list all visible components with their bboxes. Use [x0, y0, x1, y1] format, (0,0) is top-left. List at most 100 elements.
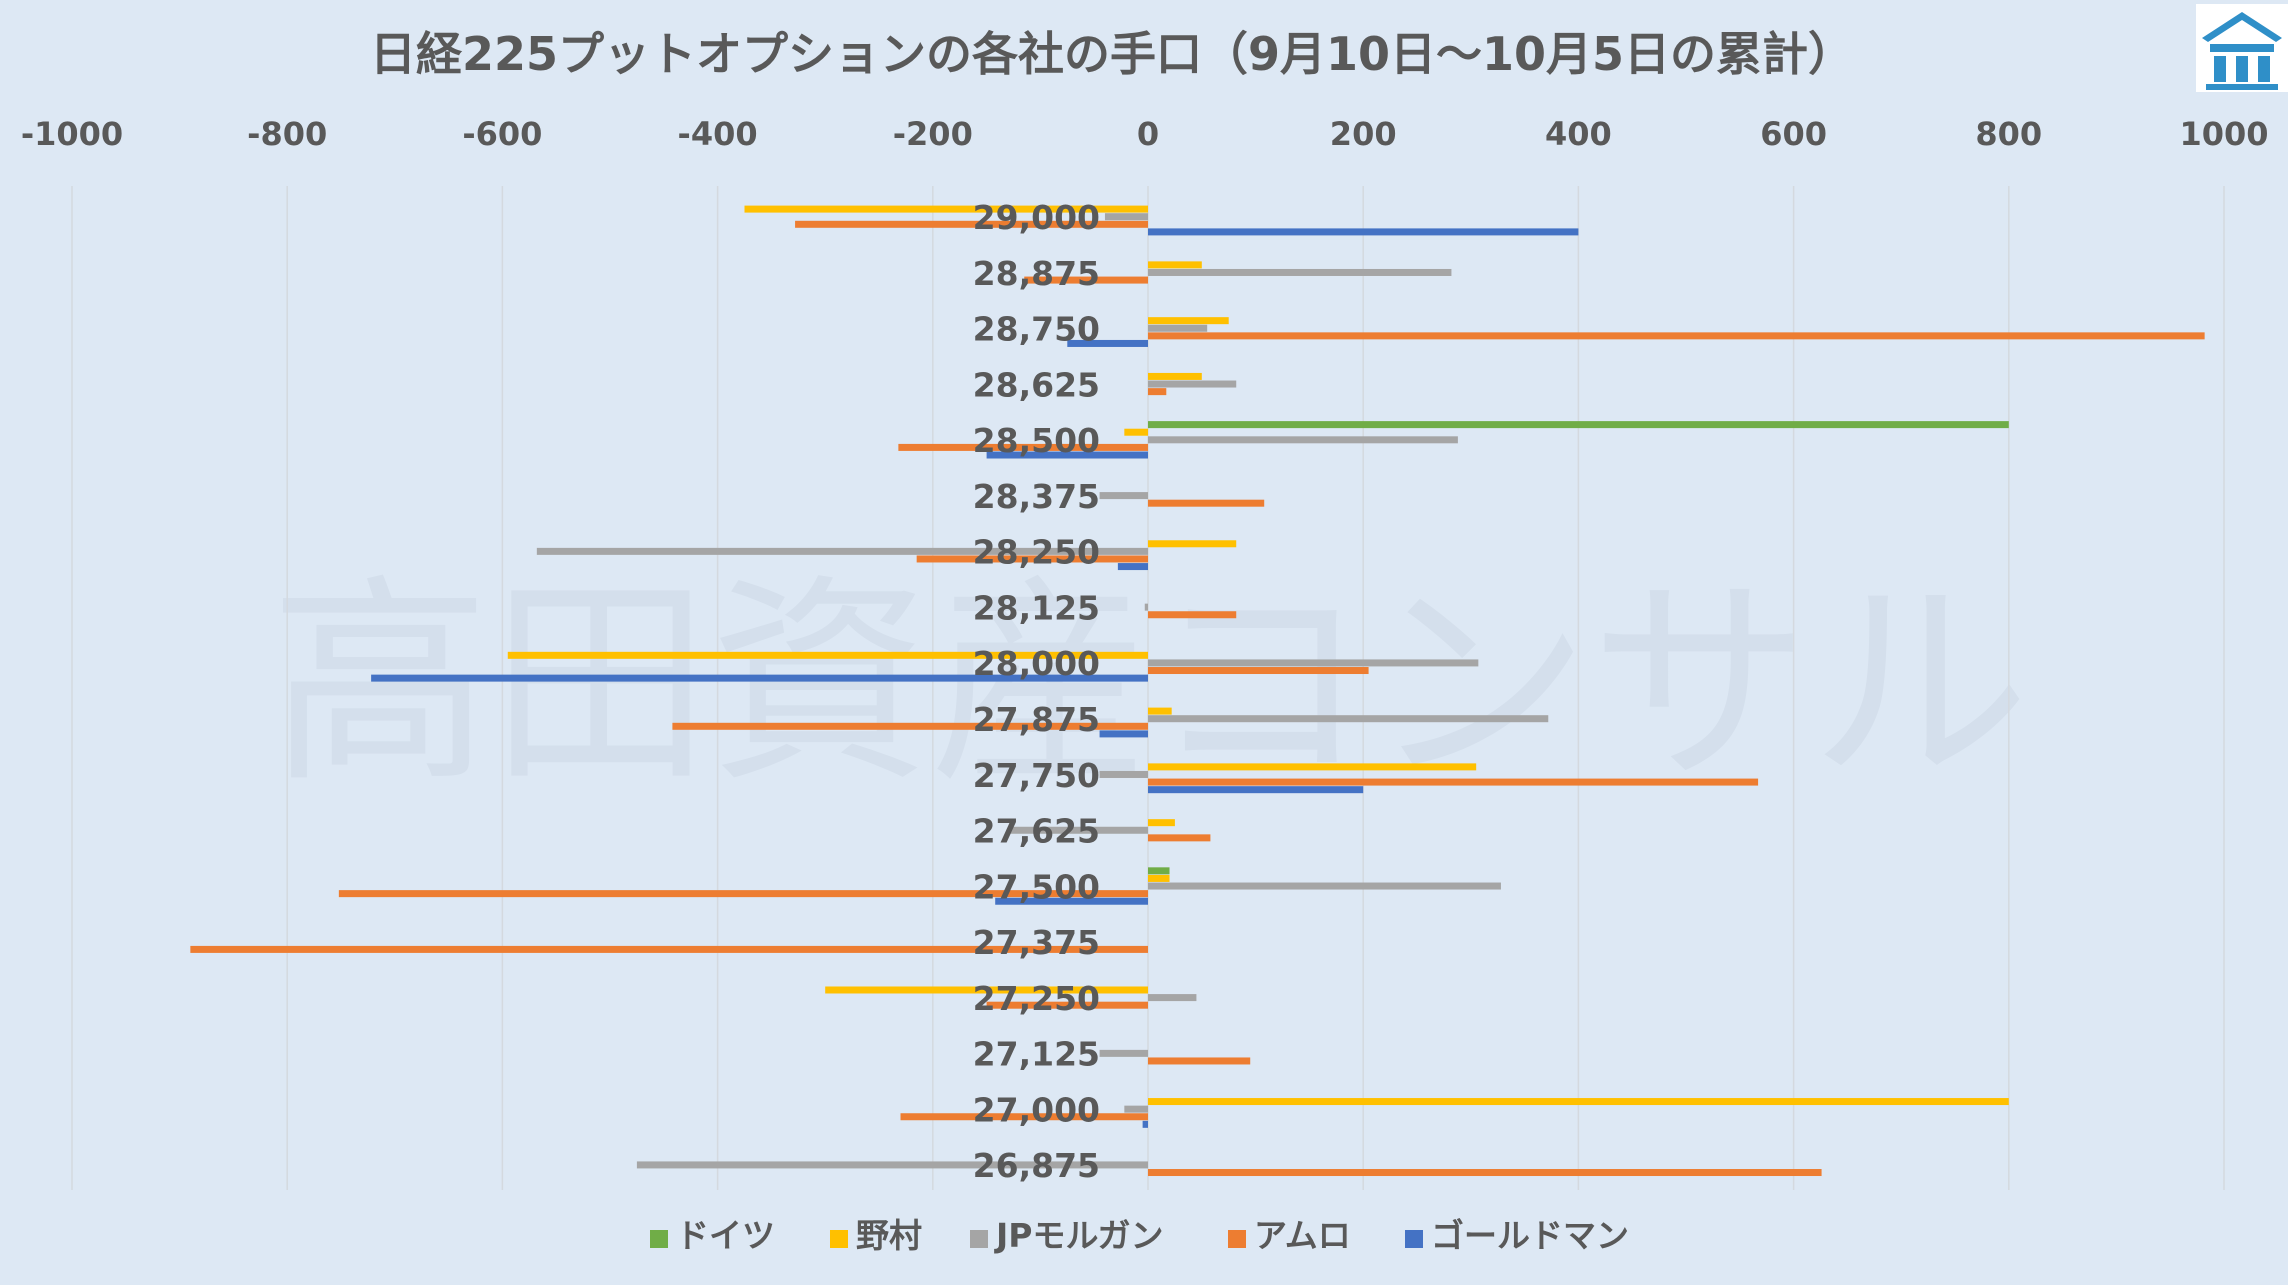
gridlines	[71, 186, 2225, 1190]
bar-2-5	[1124, 428, 1148, 436]
category-label: 27,000	[973, 1090, 1100, 1129]
bar-2-13	[1148, 874, 1170, 882]
x-axis-ticks: -1000 -800 -600 -400 -200 0 200 400 600 800 1000	[21, 115, 2269, 153]
bar-3-5	[1148, 436, 1458, 444]
chart-title: 日経225プットオプションの各社の手口（9月10日～10月5日の累計）	[370, 27, 1854, 81]
category-label: 27,250	[973, 979, 1100, 1018]
bar-4-7	[916, 555, 1148, 563]
bars	[190, 205, 2205, 1177]
bar-5-5	[986, 451, 1148, 459]
legend-swatch	[970, 1230, 988, 1248]
x-tick-label: 0	[1137, 115, 1159, 153]
bar-3-7	[536, 547, 1148, 555]
category-label: 27,625	[973, 812, 1100, 851]
bar-2-11	[1148, 763, 1477, 771]
bar-4-16	[1148, 1057, 1251, 1065]
bar-5-17	[1142, 1120, 1148, 1128]
bar-4-5	[898, 443, 1148, 451]
bar-4-13	[338, 890, 1148, 898]
bar-4-6	[1148, 499, 1265, 507]
legend-swatch	[650, 1230, 668, 1248]
legend-swatch	[830, 1230, 848, 1248]
bar-4-3	[1148, 332, 2205, 340]
category-label: 28,000	[973, 644, 1100, 683]
bar-5-7	[1117, 563, 1148, 571]
category-label: 28,500	[973, 421, 1100, 460]
bar-3-12	[1008, 826, 1148, 834]
bar-5-1	[1148, 228, 1579, 236]
bar-5-10	[1099, 730, 1148, 738]
bar-2-2	[1148, 261, 1202, 269]
bar-3-8	[1144, 603, 1148, 611]
x-tick-label: 800	[1975, 115, 2042, 153]
bar-3-17	[1124, 1105, 1148, 1113]
bar-4-11	[1148, 778, 1759, 786]
bar-2-4	[1148, 372, 1202, 380]
bar-3-10	[1148, 715, 1549, 723]
category-label: 28,750	[973, 310, 1100, 349]
bar-2-9	[507, 651, 1148, 659]
logo-icon	[2196, 4, 2288, 92]
bar-5-9	[371, 674, 1148, 682]
bar-5-11	[1148, 786, 1364, 794]
bar-3-16	[1099, 1049, 1148, 1057]
watermark: 高田資産コンサル	[270, 556, 2030, 812]
bar-2-1	[744, 205, 1148, 213]
x-tick-label: 400	[1545, 115, 1612, 153]
bar-4-12	[1148, 834, 1211, 842]
category-label: 28,125	[973, 588, 1100, 627]
bar-3-18	[636, 1161, 1148, 1169]
bar-2-17	[1148, 1098, 2009, 1106]
bar-4-1	[795, 220, 1148, 228]
bar-4-17	[900, 1113, 1148, 1121]
bar-3-2	[1148, 268, 1452, 276]
bar-2-10	[1148, 707, 1172, 715]
bar-4-4	[1148, 388, 1167, 396]
bar-4-8	[1148, 611, 1237, 619]
bar-3-11	[1099, 770, 1148, 778]
legend-swatch	[1405, 1230, 1423, 1248]
legend-swatch	[1228, 1230, 1246, 1248]
category-label: 27,500	[973, 867, 1100, 906]
category-label: 27,375	[973, 923, 1100, 962]
bar-3-9	[1148, 659, 1479, 667]
legend-label: アムロ	[1254, 1216, 1351, 1255]
category-label: 26,875	[973, 1146, 1100, 1185]
category-label: 28,375	[973, 477, 1100, 516]
legend-label: ゴールドマン	[1431, 1216, 1629, 1255]
legend-label: ドイツ	[676, 1216, 775, 1255]
bar-2-3	[1148, 317, 1229, 325]
bar-3-13	[1148, 882, 1501, 890]
bar-5-13	[995, 897, 1148, 905]
bar-2-7	[1148, 540, 1237, 548]
x-tick-label: -1000	[21, 115, 123, 153]
bar-4-9	[1148, 667, 1369, 675]
bar-4-15	[986, 1001, 1148, 1009]
bar-3-6	[1099, 492, 1148, 500]
bar-3-15	[1148, 994, 1197, 1002]
bar-1-5	[1148, 421, 2009, 429]
category-labels: 29,000 28,875 28,750 28,625 28,500 28,375 28,2…	[973, 198, 1100, 1185]
category-label: 28,875	[973, 254, 1100, 293]
bar-4-18	[1148, 1169, 1822, 1177]
x-tick-label: 600	[1760, 115, 1827, 153]
x-tick-label: -200	[893, 115, 973, 153]
bar-3-3	[1148, 324, 1208, 332]
x-tick-label: -600	[462, 115, 542, 153]
legend: ドイツ 野村 JPモルガン アムロ ゴールドマン	[650, 1216, 1629, 1255]
bar-3-1	[1104, 213, 1148, 221]
category-label: 27,875	[973, 700, 1100, 739]
category-label: 27,750	[973, 756, 1100, 795]
category-label: 28,250	[973, 533, 1100, 572]
x-tick-label: -800	[247, 115, 327, 153]
bar-2-15	[825, 986, 1148, 994]
x-tick-label: 1000	[2179, 115, 2268, 153]
category-label: 28,625	[973, 365, 1100, 404]
bar-1-13	[1148, 867, 1170, 875]
legend-label: JPモルガン	[994, 1216, 1163, 1255]
category-label: 29,000	[973, 198, 1100, 237]
x-tick-label: -400	[678, 115, 758, 153]
bar-4-2	[1024, 276, 1148, 284]
bar-2-12	[1148, 819, 1175, 827]
